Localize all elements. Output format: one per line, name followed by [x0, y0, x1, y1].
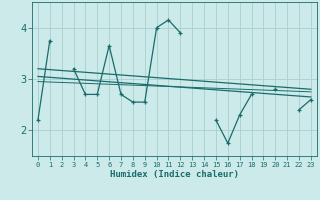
X-axis label: Humidex (Indice chaleur): Humidex (Indice chaleur)	[110, 170, 239, 179]
